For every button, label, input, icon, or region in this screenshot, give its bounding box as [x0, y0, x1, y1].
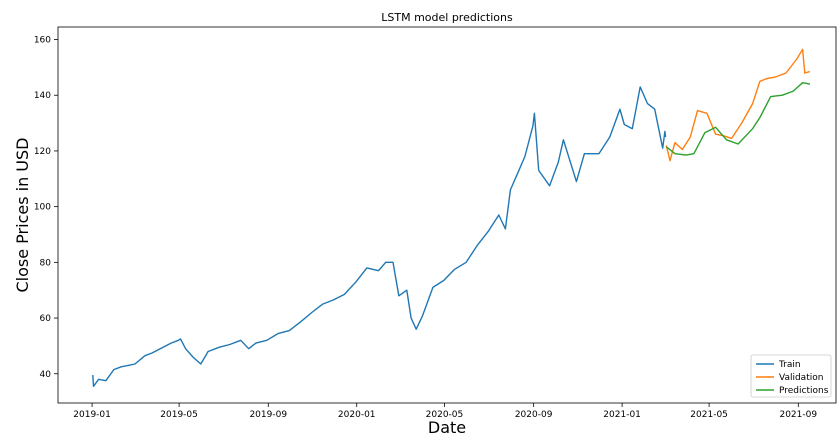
x-tick-label: 2019-09 [249, 410, 287, 420]
series-line-train [92, 86, 667, 387]
y-tick-label: 100 [34, 203, 51, 213]
y-axis-label: Close Prices in USD [13, 138, 32, 293]
legend: Train Validation Predictions [750, 354, 832, 398]
x-axis-label: Date [428, 418, 466, 437]
x-axis: 2019-01 2019-05 2019-09 2020-01 2020-05 2020-… [73, 403, 817, 420]
y-axis: 40 60 80 100 120 140 160 [34, 36, 58, 380]
series-line-validation [665, 48, 811, 162]
x-tick-label: 2021-05 [690, 410, 728, 420]
y-tick-label: 140 [34, 91, 51, 101]
x-tick-label: 2020-01 [338, 410, 376, 420]
x-tick-label: 2021-01 [603, 410, 641, 420]
y-tick-label: 160 [34, 36, 51, 46]
plot-frame [57, 26, 837, 404]
y-tick-label: 120 [34, 147, 51, 157]
x-tick-label: 2020-09 [515, 410, 553, 420]
legend-label-train: Train [778, 360, 801, 370]
x-tick-label: 2021-09 [779, 410, 817, 420]
legend-label-validation: Validation [779, 373, 823, 383]
y-tick-label: 80 [40, 258, 52, 268]
x-tick-label: 2020-05 [426, 410, 464, 420]
series-line-predictions [665, 82, 811, 156]
y-tick-label: 40 [40, 370, 52, 380]
legend-label-predictions: Predictions [779, 386, 829, 396]
chart-title: LSTM model predictions [381, 11, 513, 24]
series-layer [92, 48, 811, 387]
x-tick-label: 2019-05 [160, 410, 198, 420]
legend-box [750, 354, 832, 398]
x-tick-label: 2019-01 [73, 410, 111, 420]
y-tick-label: 60 [40, 314, 52, 324]
